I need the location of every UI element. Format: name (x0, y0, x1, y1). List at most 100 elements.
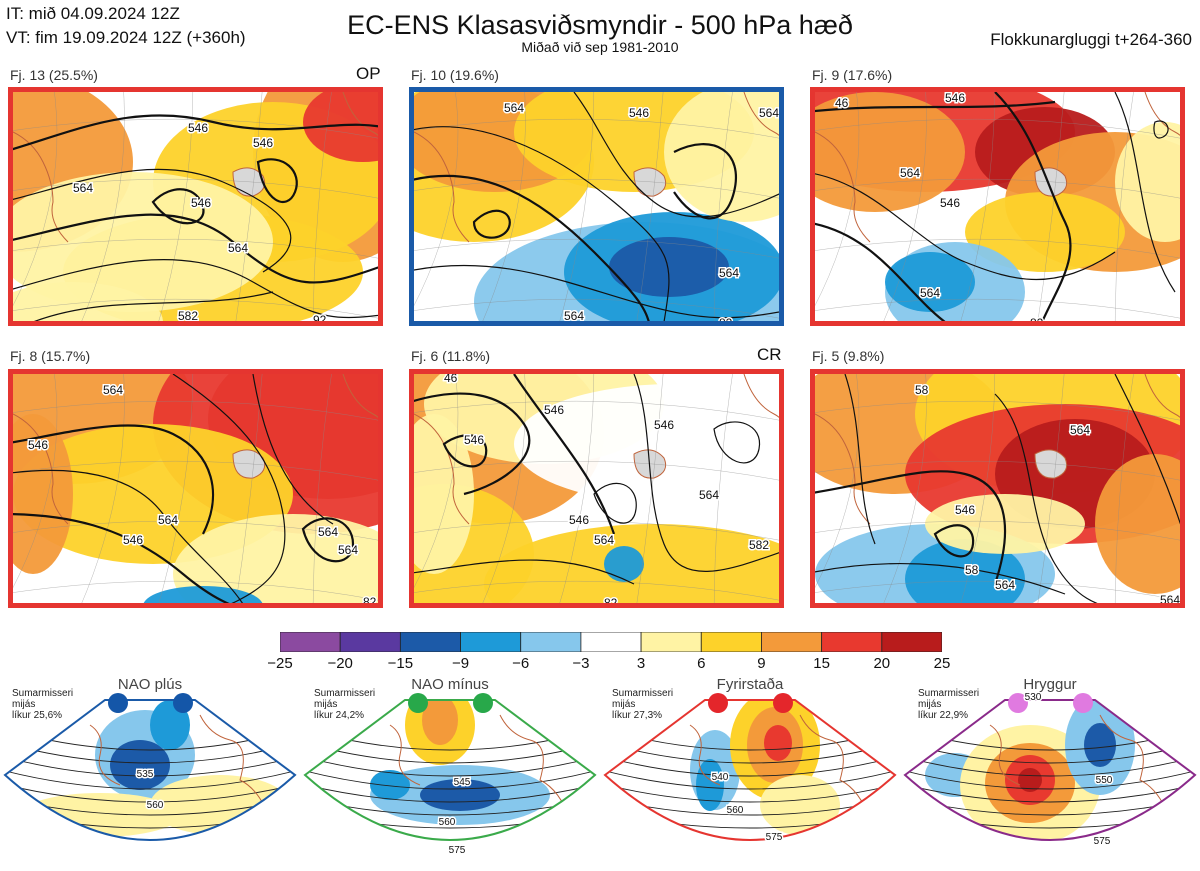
graticule-line (815, 92, 860, 307)
height-contour (713, 421, 761, 464)
anomaly-region (13, 282, 163, 321)
anomaly-region (13, 414, 73, 574)
graticule-line (883, 92, 927, 321)
regime-marker-dot (1008, 693, 1028, 713)
regime-coastline (689, 714, 871, 821)
graticule-line (815, 178, 1180, 199)
contour-label: 564 (504, 101, 524, 115)
graticule-line (13, 520, 378, 541)
contour-label: 546 (191, 196, 211, 210)
height-contour (13, 513, 313, 603)
regime-contour (905, 780, 1195, 803)
graticule-line (13, 400, 378, 421)
colorbar-tick: 6 (697, 655, 706, 672)
graticule-line (13, 238, 378, 259)
graticule-line (13, 92, 58, 307)
regime-contour (305, 766, 595, 790)
graticule-line (1037, 374, 1065, 603)
contour-label: 564 (900, 166, 920, 180)
graticule-line (414, 580, 779, 601)
colorbar-tick: −25 (267, 655, 293, 672)
map-panel-cluster-10: 564 546 564 564 564 82 (409, 87, 784, 326)
panel-label-3: Fj. 9 (17.6%) (812, 67, 893, 83)
contour-label: 46 (444, 374, 458, 385)
height-contour (815, 470, 1007, 585)
graticule-line (414, 374, 459, 589)
regime-anomaly-region (370, 770, 410, 800)
panel-map-svg: 546 546 564 546 564 582 92 (13, 92, 378, 321)
contour-label: 546 (28, 438, 48, 452)
graticule-line (13, 580, 378, 601)
anomaly-region (965, 192, 1125, 272)
colorbar-tick: 20 (873, 655, 891, 672)
graticule-line (883, 374, 927, 603)
regime-coastline (89, 714, 271, 821)
regime-marker-dot (708, 693, 728, 713)
graticule-line (960, 374, 996, 603)
regime-frame (603, 699, 897, 841)
graticule-line (815, 520, 1180, 541)
height-contour (933, 524, 975, 558)
height-contour (673, 143, 737, 220)
map-panel-cluster-6: 46 546 546 546 564 546 564 582 82 (409, 369, 784, 608)
height-contour (414, 559, 635, 585)
map-panel-cluster-9: 46 546 564 546 564 564 82 (810, 87, 1185, 326)
colorbar-tick: 3 (636, 655, 646, 672)
regime-anomaly-region (696, 759, 724, 811)
graticule-line (13, 460, 378, 481)
contour-label: 564 (699, 488, 719, 502)
regime-marker-dot (408, 693, 428, 713)
anomaly-region (1115, 122, 1180, 242)
graticule-line (13, 298, 378, 319)
height-contour (815, 173, 1116, 280)
height-contour (1114, 374, 1180, 525)
contour-label: 546 (464, 433, 484, 447)
height-contour (513, 374, 616, 535)
graticule-line (815, 460, 1180, 481)
graticule-line (815, 374, 860, 589)
panel-map-svg: 46 546 546 546 564 546 564 582 82 (414, 374, 779, 603)
colorbar-segment (460, 632, 522, 652)
contour-label: 564 (594, 533, 614, 547)
coastline (815, 374, 1180, 525)
graticule-line (414, 460, 779, 481)
contour-label: 546 (188, 121, 208, 135)
regime-contour (605, 752, 895, 777)
height-contour (573, 92, 779, 218)
regime-anomaly-region (420, 779, 500, 811)
graticule-line (1037, 92, 1065, 321)
height-contour (252, 374, 334, 525)
regime-note-ridge: Sumarmisseri mijás líkur 22,9% (918, 688, 980, 721)
graticule-line (235, 374, 263, 603)
regime-marker-dot (1073, 693, 1093, 713)
init-time: IT: mið 04.09.2024 12Z (6, 4, 180, 23)
contour-label: 564 (103, 383, 123, 397)
colorbar-tick: 15 (813, 655, 830, 672)
map-panel-cluster-8: 546 564 564 546 564 564 82 (8, 369, 383, 608)
graticule-line (414, 298, 779, 319)
panel-tag-cr: CR (757, 345, 782, 364)
contour-label: 546 (654, 418, 674, 432)
regime-coastline (389, 714, 571, 821)
regime-anomaly-region (764, 725, 792, 761)
contour-label: 546 (569, 513, 589, 527)
regime-contour (5, 780, 295, 803)
contour-label: 82 (363, 595, 377, 608)
height-contour (994, 92, 1072, 321)
regime-contour (305, 780, 595, 803)
regime-contour (305, 752, 595, 777)
panel-label-2: Fj. 10 (19.6%) (411, 67, 499, 83)
contour-label: 546 (945, 92, 965, 105)
regime-contour (605, 766, 895, 790)
colorbar-segment (399, 632, 461, 652)
height-contour (34, 291, 274, 321)
colorbar-tick: 9 (757, 655, 766, 672)
contour-label: 564 (73, 181, 93, 195)
height-contour (633, 374, 779, 572)
height-contour (994, 393, 1098, 603)
contour-label: 564 (564, 309, 584, 323)
regime-anomaly-region (422, 700, 458, 745)
graticule-line (815, 298, 1180, 319)
height-contour (13, 114, 378, 151)
